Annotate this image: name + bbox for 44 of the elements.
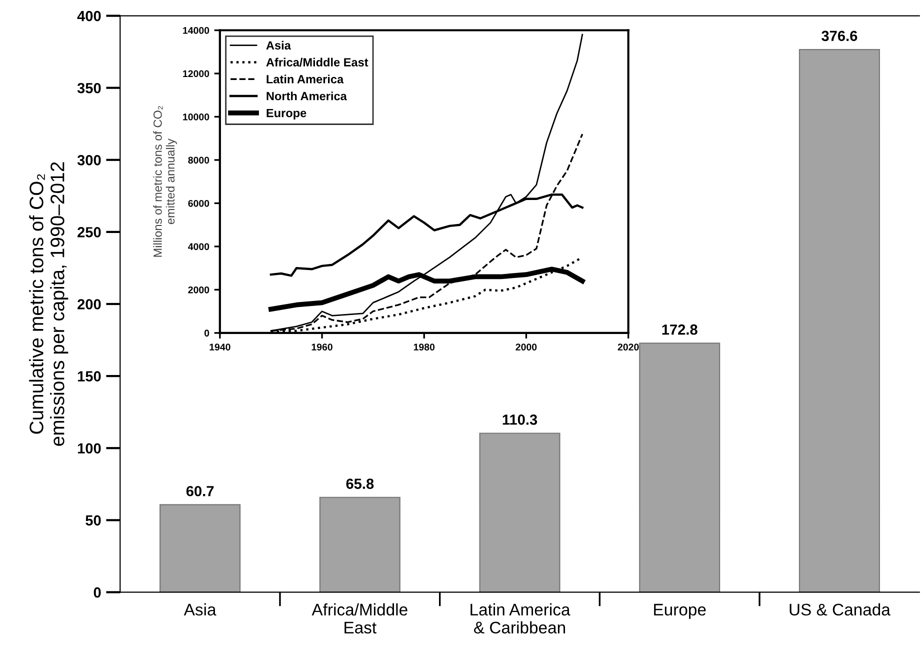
data-label: 172.8 (662, 324, 698, 335)
x-tick-label: 1940 (210, 344, 230, 351)
y-tick-label: 4000 (188, 243, 210, 250)
bar (798, 48, 880, 592)
data-label: 60.7 (186, 486, 214, 496)
y-axis-title: Cumulative metric tons of CO₂ emissions per capita, 1990–2012 (29, 162, 68, 446)
legend-label: Asia (266, 40, 291, 50)
y-tick-label: 250 (78, 227, 101, 238)
y-tick-label: 350 (77, 82, 101, 94)
legend-label: North America (266, 92, 347, 100)
x-tick-label: 2020 (618, 344, 639, 351)
data-label: 376.6 (822, 30, 858, 42)
y-tick-label: 100 (78, 443, 101, 454)
x-tick-label: 1980 (414, 344, 435, 351)
y-tick-label: 400 (77, 10, 101, 22)
y-tick-label: 150 (78, 371, 101, 382)
x-tick-label: 2000 (516, 344, 537, 351)
legend-label: Latin America (266, 74, 344, 84)
x-tick-label: Latin America & Caribbean (470, 603, 570, 634)
bar (639, 342, 720, 592)
data-label: 110.3 (502, 414, 538, 425)
x-tick-label: Africa/Middle East (312, 603, 408, 634)
x-tick-label: US & Canada (790, 603, 890, 616)
data-label: 65.8 (346, 478, 374, 489)
y-tick-label: 0 (94, 587, 101, 598)
legend-label: Europe (266, 108, 306, 120)
y-tick-label: 50 (86, 515, 101, 526)
bar (479, 432, 560, 592)
y-tick-label: 14000 (183, 27, 210, 34)
y-tick-label: 200 (78, 299, 101, 310)
x-tick-label: Europe (654, 604, 706, 619)
y-tick-label: 0 (204, 330, 210, 337)
y-tick-label: 300 (77, 154, 101, 166)
y-tick-label: 12000 (183, 70, 210, 78)
y-axis-title: Millions of metric tons of CO₂ emitted annually (153, 106, 177, 257)
y-tick-label: 6000 (188, 200, 210, 207)
legend-label: Africa/Middle East (266, 58, 368, 67)
bar (319, 496, 400, 592)
x-tick-label: Asia (184, 603, 216, 616)
y-tick-label: 8000 (188, 156, 210, 164)
x-tick-label: 1960 (312, 344, 332, 351)
bar (160, 504, 241, 592)
y-tick-label: 2000 (188, 286, 210, 294)
y-tick-label: 10000 (183, 113, 210, 120)
